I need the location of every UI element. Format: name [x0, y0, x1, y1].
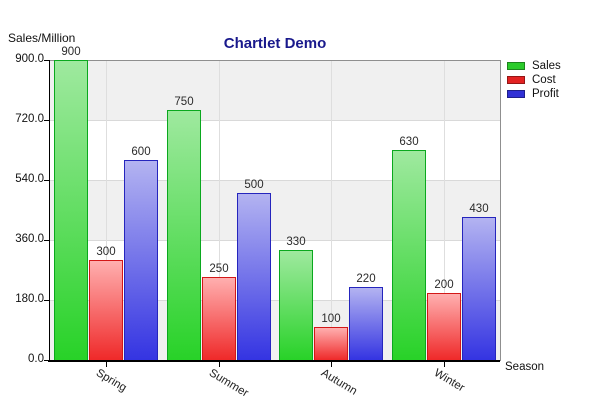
y-axis-tick — [44, 300, 49, 301]
bar-value-label: 600 — [131, 146, 151, 158]
bar-value-label: 750 — [174, 96, 194, 108]
bar-sales-summer — [167, 110, 201, 360]
category-label-summer: Summer — [206, 367, 251, 400]
bar-value-label: 300 — [96, 246, 116, 258]
bar-value-label: 900 — [61, 46, 81, 58]
category-label-spring: Spring — [93, 367, 129, 395]
legend-item-sales: Sales — [507, 59, 561, 73]
vertical-gridline — [219, 61, 220, 360]
bar-value-label: 330 — [286, 236, 306, 248]
bar-profit-winter — [462, 217, 496, 360]
bar-cost-spring — [89, 260, 123, 360]
legend-label: Cost — [532, 74, 556, 86]
bar-value-label: 250 — [209, 263, 229, 275]
bar-sales-spring — [54, 60, 88, 360]
horizontal-gridline — [50, 180, 500, 181]
y-axis-tick — [44, 180, 49, 181]
bar-profit-summer — [237, 193, 271, 360]
y-axis-title: Sales/Million — [8, 31, 76, 45]
vertical-gridline — [444, 61, 445, 360]
bar-cost-summer — [202, 277, 236, 360]
bar-profit-spring — [124, 160, 158, 360]
bar-sales-autumn — [279, 250, 313, 360]
legend-label: Profit — [532, 88, 559, 100]
horizontal-gridline — [50, 300, 500, 301]
legend-label: Sales — [532, 60, 561, 72]
horizontal-gridline — [50, 240, 500, 241]
y-tick-label: 360.0 — [15, 233, 44, 245]
bar-cost-winter — [427, 293, 461, 360]
legend: Sales Cost Profit — [507, 59, 561, 101]
x-axis-tick — [331, 362, 332, 367]
x-axis-line — [48, 360, 500, 362]
legend-swatch-sales — [507, 62, 525, 70]
bar-value-label: 630 — [399, 136, 419, 148]
bar-sales-winter — [392, 150, 426, 360]
y-axis-tick — [44, 240, 49, 241]
y-tick-label: 720.0 — [15, 113, 44, 125]
category-label-autumn: Autumn — [318, 367, 359, 398]
vertical-gridline — [331, 61, 332, 360]
bar-value-label: 500 — [244, 179, 264, 191]
bar-profit-autumn — [349, 287, 383, 360]
horizontal-gridline — [50, 120, 500, 121]
bar-value-label: 220 — [356, 273, 376, 285]
legend-item-cost: Cost — [507, 73, 561, 87]
chart-title: Chartlet Demo — [223, 35, 327, 52]
y-tick-label: 540.0 — [15, 173, 44, 185]
bar-value-label: 100 — [321, 313, 341, 325]
legend-swatch-profit — [507, 90, 525, 98]
y-axis-tick — [44, 60, 49, 61]
legend-swatch-cost — [507, 76, 525, 84]
x-axis-tick — [444, 362, 445, 367]
y-tick-label: 0.0 — [28, 353, 44, 365]
y-tick-label: 180.0 — [15, 293, 44, 305]
y-axis-tick — [44, 360, 49, 361]
legend-item-profit: Profit — [507, 87, 561, 101]
y-axis-line — [49, 60, 50, 362]
category-label-winter: Winter — [431, 367, 467, 395]
x-axis-title: Season — [505, 361, 545, 373]
bar-value-label: 430 — [469, 203, 489, 215]
bar-cost-autumn — [314, 327, 348, 360]
y-axis-tick — [44, 120, 49, 121]
vertical-gridline — [106, 61, 107, 360]
bar-value-label: 200 — [434, 279, 454, 291]
y-tick-label: 900.0 — [15, 53, 44, 65]
x-axis-tick — [106, 362, 107, 367]
x-axis-tick — [219, 362, 220, 367]
